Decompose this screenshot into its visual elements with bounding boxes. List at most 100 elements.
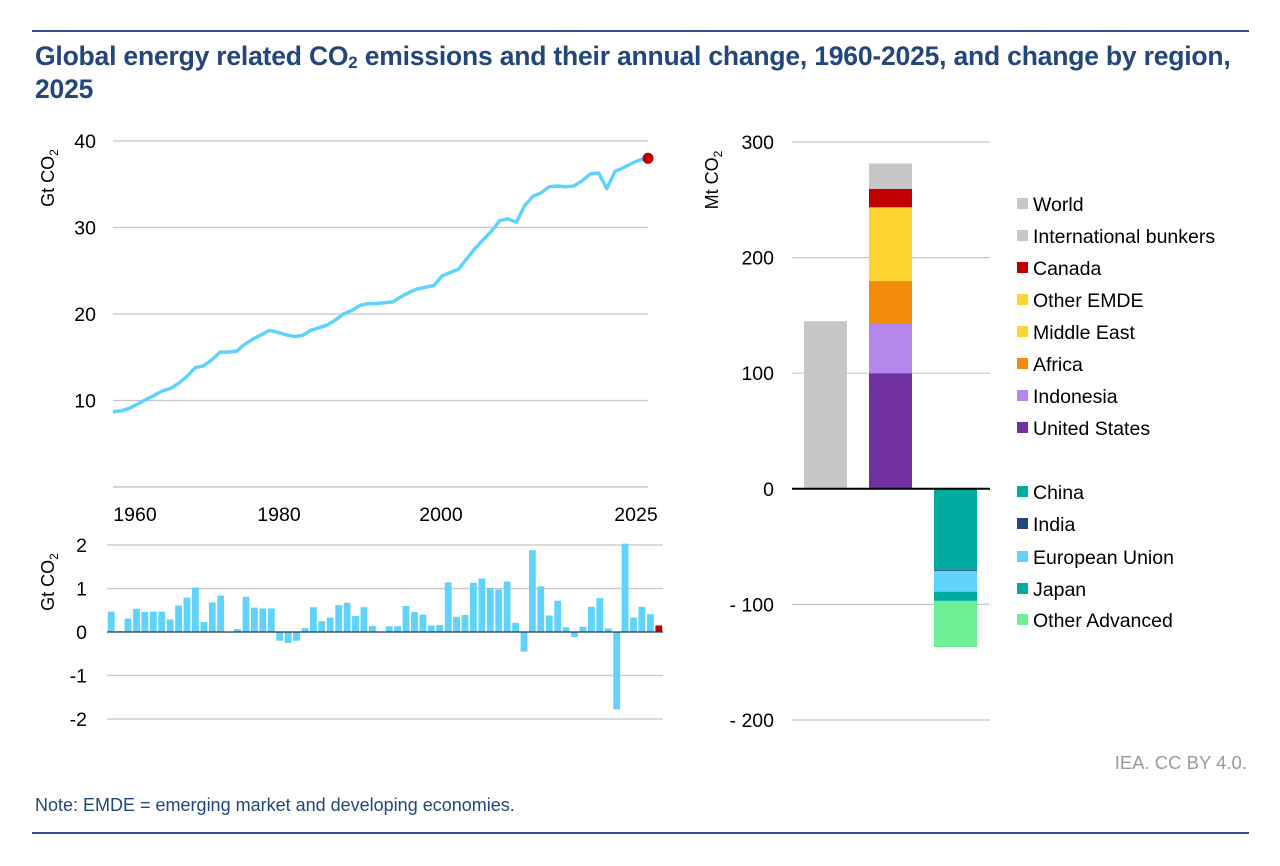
y-axis-title: Mt CO2 <box>702 150 725 209</box>
y-tick-label: - 200 <box>730 710 775 732</box>
y-tick-label: 0 <box>763 479 774 501</box>
emissions-series-line <box>112 156 649 414</box>
bar-1966 <box>158 611 166 632</box>
y-tick-label: 300 <box>741 132 774 154</box>
bar-2001 <box>453 616 460 632</box>
bar-1973 <box>217 595 225 632</box>
bar-2006 <box>495 589 503 632</box>
y-tick-label: -1 <box>70 666 87 688</box>
bar-2022 <box>630 617 637 632</box>
y-tick-label: 40 <box>74 131 96 153</box>
bar-1968 <box>175 605 182 632</box>
bar-1987 <box>335 605 343 632</box>
bar-2019 <box>604 628 612 632</box>
x-tick-label: 1980 <box>257 504 301 526</box>
bar-2007 <box>503 581 511 632</box>
bar-1980 <box>276 632 284 641</box>
bar-1982 <box>293 632 300 641</box>
bar-1986 <box>326 617 334 632</box>
bar-1963 <box>133 608 140 632</box>
y-axis-title: Gt CO2 <box>38 553 61 611</box>
y-axis-title: Gt CO2 <box>38 149 61 207</box>
bar-2003 <box>470 582 477 632</box>
legend-label-japan: Japan <box>1033 579 1086 601</box>
segment-china <box>934 488 977 570</box>
y-tick-label: - 100 <box>730 594 775 616</box>
credit: IEA. CC BY 4.0. <box>1114 752 1247 773</box>
segment-middle-east <box>869 280 912 281</box>
bar-2011 <box>537 586 545 632</box>
bar-1998 <box>427 625 435 632</box>
bar-2013 <box>554 600 562 632</box>
segment-other-emde <box>869 207 912 281</box>
segment-united-states <box>869 373 912 489</box>
bar-2017 <box>588 606 595 632</box>
bar-1972 <box>208 602 216 632</box>
y-tick-label: 0 <box>76 622 87 644</box>
bar-1995 <box>402 605 410 632</box>
y-tick-label: 30 <box>74 218 96 240</box>
legend-label-european-union: European Union <box>1033 547 1174 569</box>
y-tick-label: 10 <box>74 391 96 413</box>
title-subscript: 2 <box>348 53 358 72</box>
legend: World International bunkers Canada Other EM… <box>1017 194 1215 632</box>
bar-2004 <box>478 578 486 632</box>
legend-swatch-indonesia <box>1017 390 1028 401</box>
legend-label-united-states: United States <box>1033 418 1150 440</box>
legend-label-international-bunkers: International bunkers <box>1033 226 1215 248</box>
legend-label-world: World <box>1033 194 1084 216</box>
bar-2016 <box>579 626 587 632</box>
bar-1996 <box>411 612 418 632</box>
bar-1977 <box>251 607 258 632</box>
regional-change-chart: 300 200 100 0 - 100 - 200 Mt CO2 <box>702 132 990 732</box>
bar-2014 <box>562 627 570 632</box>
bar-2010 <box>529 550 536 632</box>
segment-canada <box>869 188 912 208</box>
y-tick-label: 100 <box>741 363 774 385</box>
bar-2002 <box>461 615 469 632</box>
legend-label-other-emde: Other EMDE <box>1033 290 1144 312</box>
segment-world <box>804 321 847 489</box>
bar-2020 <box>613 632 621 710</box>
y-tick-label: 1 <box>76 579 87 601</box>
chart-title: Global energy related CO2 emissions and … <box>35 40 1245 106</box>
y-tick-label: 2 <box>76 535 87 557</box>
title-text-2: emissions and their annual change, 1960-… <box>35 41 1231 104</box>
legend-label-middle-east: Middle East <box>1033 322 1135 344</box>
bar-2000 <box>444 582 452 632</box>
legend-swatch-other-emde <box>1017 294 1028 305</box>
legend-label-india: India <box>1033 514 1075 536</box>
segment-japan <box>934 591 977 601</box>
bar-2012 <box>545 615 553 632</box>
bar-1997 <box>419 614 427 632</box>
legend-swatch-international-bunkers <box>1017 230 1028 241</box>
bar-2024 <box>647 614 654 632</box>
bar-1981 <box>284 632 292 643</box>
x-tick-label: 1960 <box>113 504 157 526</box>
y-tick-label: -2 <box>70 709 87 731</box>
bar-1969 <box>183 597 191 632</box>
legend-swatch-africa <box>1017 358 1028 369</box>
y-tick-label: 200 <box>741 248 774 270</box>
legend-swatch-united-states <box>1017 422 1028 433</box>
bar-1978 <box>259 608 267 632</box>
legend-label-africa: Africa <box>1033 354 1083 376</box>
legend-swatch-china <box>1017 486 1028 497</box>
top-rule <box>32 30 1249 32</box>
x-tick-label: 2025 <box>614 504 658 526</box>
segment-india <box>934 569 977 571</box>
x-tick-label: 2000 <box>419 504 463 526</box>
segment-european-union <box>934 570 977 592</box>
legend-swatch-other-advanced <box>1017 614 1028 625</box>
legend-swatch-world <box>1017 198 1028 209</box>
bar-1989 <box>352 615 359 632</box>
legend-label-other-advanced: Other Advanced <box>1033 610 1173 632</box>
legend-swatch-canada <box>1017 262 1028 273</box>
bar-1962 <box>124 618 132 632</box>
bar-1994 <box>394 626 401 632</box>
highlight-point-2025 <box>642 152 654 164</box>
segment-other-advanced <box>934 600 977 648</box>
segment-indonesia <box>869 323 912 374</box>
legend-swatch-india <box>1017 518 1028 529</box>
